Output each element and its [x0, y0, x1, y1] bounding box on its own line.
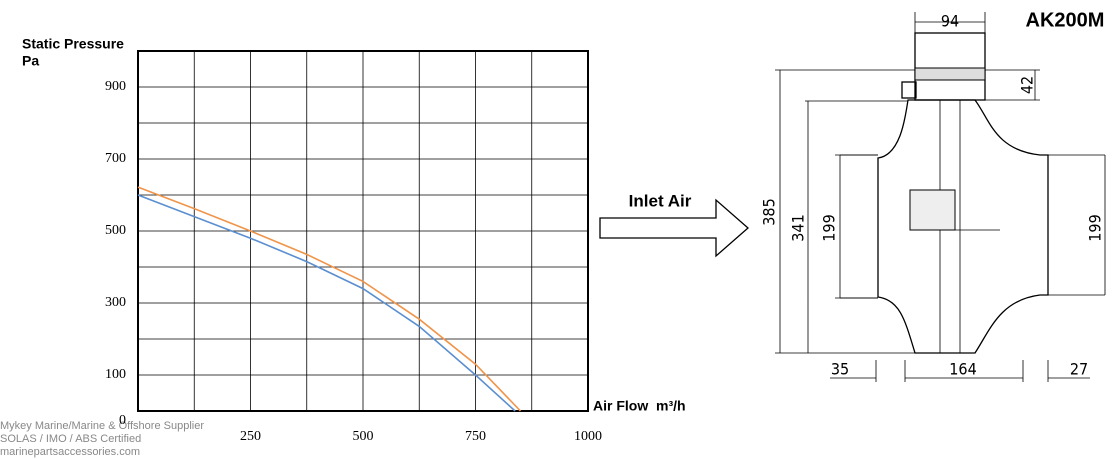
- x-axis-unit: m³/h: [656, 398, 686, 414]
- y-tick-label: 300: [105, 295, 126, 310]
- y-axis-title: Pa: [22, 53, 39, 69]
- y-tick-label: 0: [119, 413, 126, 428]
- x-tick-label: 250: [240, 429, 261, 444]
- dim: 27: [1070, 360, 1088, 379]
- y-axis-title: Static Pressure: [22, 36, 124, 52]
- dim: 199: [1086, 214, 1105, 241]
- inlet-label: Inlet Air: [629, 191, 692, 210]
- dim: 385: [760, 198, 779, 225]
- curve: [137, 186, 522, 412]
- model-name: AK200M: [1026, 9, 1105, 31]
- plot-frame: [137, 50, 589, 412]
- watermark: Mykey Marine/Marine & Offshore Supplier …: [0, 420, 204, 458]
- dim: 164: [949, 360, 976, 379]
- y-tick-label: 500: [105, 223, 126, 238]
- curve: [137, 194, 516, 412]
- x-tick-label: 500: [353, 429, 374, 444]
- x-axis-title: Air Flow: [593, 398, 648, 414]
- watermark-line: Mykey Marine/Marine & Offshore Supplier: [0, 420, 204, 432]
- terminal-box: [914, 32, 986, 101]
- x-tick-label: 750: [465, 429, 486, 444]
- axis-titles: Static Pressure Pa Air Flow m³/h: [22, 36, 686, 414]
- y-tick-label: 900: [105, 79, 126, 94]
- body-lines: [840, 100, 1105, 353]
- dim: 199: [820, 214, 839, 241]
- gland: [901, 81, 917, 99]
- y-tick-label: 700: [105, 151, 126, 166]
- fan-body: [877, 99, 1049, 354]
- watermark-line: SOLAS / IMO / ABS Certified: [0, 433, 141, 445]
- x-tick-label: 1000: [574, 429, 602, 444]
- watermark-line: marinepartsaccessories.com: [0, 446, 140, 458]
- arrow: [599, 198, 749, 258]
- dim: 42: [1018, 76, 1037, 94]
- dim: 341: [789, 214, 808, 241]
- y-tick-label: 100: [105, 367, 126, 382]
- dimension-lines: [775, 12, 1106, 382]
- hatch: [914, 67, 986, 81]
- dim: 94: [941, 12, 959, 31]
- dim: 35: [831, 360, 849, 379]
- technical-drawing: AK200M Inlet Air 94 42 385 341 199 199 3…: [599, 9, 1106, 382]
- motor: [909, 189, 956, 231]
